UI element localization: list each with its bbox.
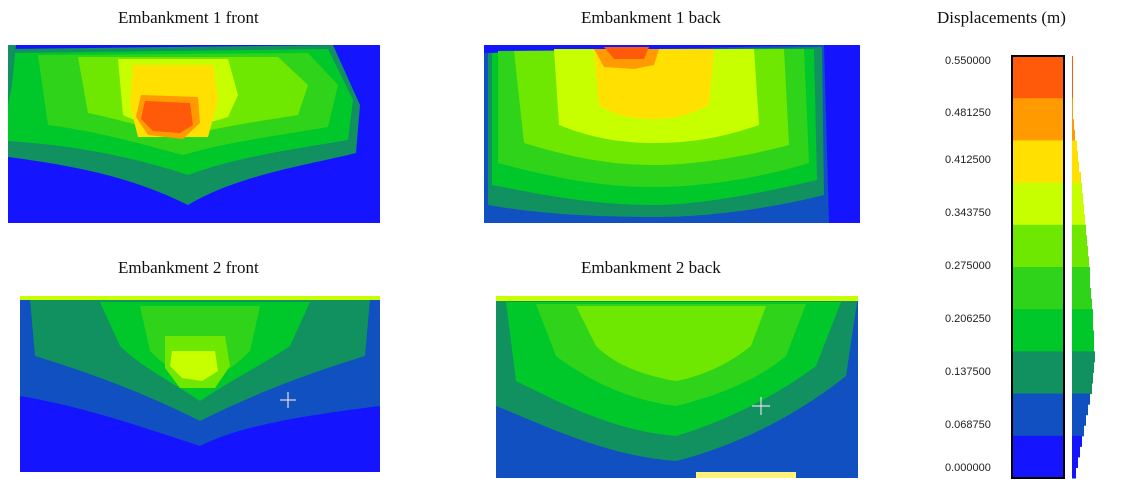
colorbar-title: Displacements (m)	[937, 8, 1066, 27]
colorbar-bin	[1012, 351, 1064, 395]
histogram-bar	[1072, 235, 1087, 247]
histogram-bar	[1072, 425, 1084, 437]
colorbar-bin	[1012, 435, 1064, 479]
panel-title-embankment-2-back: Embankment 2 back	[581, 258, 721, 277]
histogram-bar	[1072, 214, 1085, 226]
histogram-bar	[1072, 340, 1094, 352]
histogram-bar	[1072, 245, 1088, 257]
colorbar-bin	[1012, 182, 1064, 226]
histogram-bar	[1072, 140, 1077, 152]
panel-title-embankment-2-front: Embankment 2 front	[118, 258, 259, 277]
histogram-bar	[1072, 77, 1073, 89]
histogram-bar	[1072, 119, 1074, 131]
panel-title-embankment-1-front: Embankment 1 front	[118, 8, 259, 27]
histogram-bar	[1072, 393, 1090, 405]
histogram-bar	[1072, 383, 1092, 395]
histogram-bar	[1072, 108, 1073, 120]
histogram-bar	[1072, 456, 1078, 468]
histogram-bar	[1072, 172, 1081, 184]
colorbar-bin	[1012, 309, 1064, 352]
colorbar-tick-label: 0.275000	[945, 260, 991, 272]
histogram-bar	[1072, 129, 1075, 141]
colorbar-tick-label: 0.000000	[945, 462, 991, 474]
histogram-bar	[1072, 224, 1086, 236]
displacement-map-embankment-2-back	[496, 296, 858, 478]
histogram-bar	[1072, 288, 1091, 300]
displacement-colorbar	[1010, 54, 1100, 489]
colorbar-border	[1011, 55, 1065, 479]
histogram-bar	[1072, 467, 1076, 479]
histogram-bar	[1072, 298, 1092, 310]
displacement-map-embankment-1-front	[8, 45, 380, 223]
histogram-bar	[1072, 372, 1093, 384]
histogram-bar	[1072, 361, 1094, 373]
histogram-bar	[1072, 256, 1089, 268]
histogram-bar	[1072, 56, 1073, 68]
panel-title-embankment-1-back: Embankment 1 back	[581, 8, 721, 27]
histogram-bar	[1072, 267, 1090, 279]
histogram-bar	[1072, 330, 1094, 342]
histogram-bar	[1072, 319, 1093, 331]
colorbar-tick-label: 0.481250	[945, 107, 991, 119]
histogram-bar	[1072, 193, 1083, 205]
colorbar-bin	[1012, 224, 1064, 268]
histogram-bar	[1072, 435, 1082, 447]
colorbar-tick-label: 0.550000	[945, 55, 991, 67]
histogram-bar	[1072, 98, 1073, 110]
colorbar-tick-label: 0.206250	[945, 313, 991, 325]
histogram-bar	[1072, 150, 1078, 162]
displacement-map-embankment-2-front	[20, 296, 380, 472]
histogram-bar	[1072, 66, 1073, 78]
histogram-bar	[1072, 351, 1095, 363]
colorbar-tick-label: 0.412500	[945, 154, 991, 166]
colorbar-tick-label: 0.068750	[945, 419, 991, 431]
colorbar-bin	[1012, 267, 1064, 310]
histogram-bar	[1072, 87, 1073, 99]
histogram-bar	[1072, 203, 1084, 215]
histogram-bar	[1072, 182, 1082, 194]
displacement-map-embankment-1-back	[484, 45, 860, 223]
colorbar-bin	[1012, 393, 1064, 437]
histogram-bar	[1072, 446, 1080, 458]
colorbar-bin	[1012, 140, 1064, 184]
histogram-bar	[1072, 414, 1086, 426]
histogram-bar	[1072, 277, 1090, 289]
colorbar-tick-label: 0.137500	[945, 366, 991, 378]
colorbar-bin	[1012, 56, 1064, 99]
histogram-bar	[1072, 404, 1088, 416]
colorbar-tick-label: 0.343750	[945, 207, 991, 219]
colorbar-bin	[1012, 98, 1064, 141]
histogram-bar	[1072, 309, 1093, 321]
histogram-bar	[1072, 161, 1079, 173]
